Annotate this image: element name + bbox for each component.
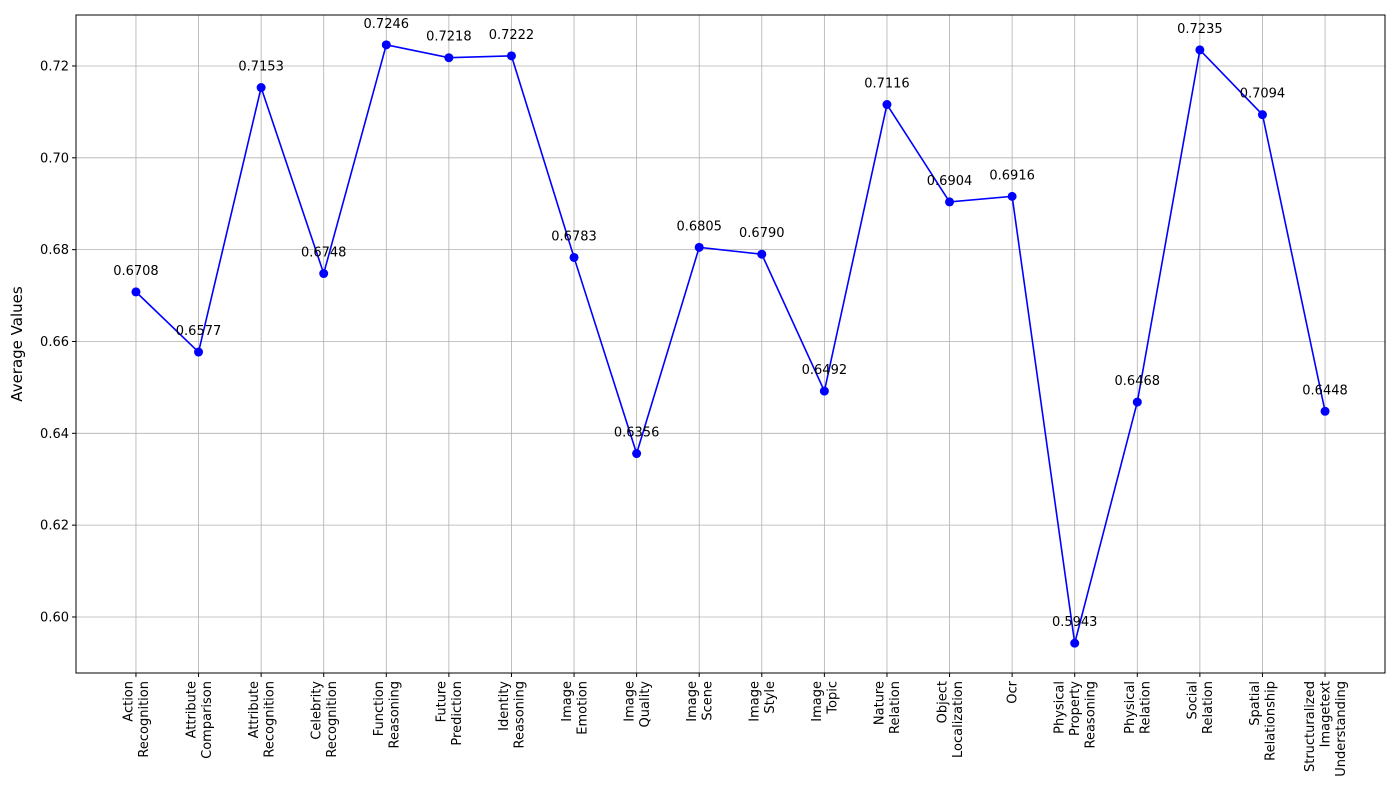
x-tick-label: AttributeRecognition xyxy=(247,681,278,758)
y-tick-label: 0.62 xyxy=(40,519,69,534)
line xyxy=(135,43,1326,644)
x-tick-label: ObjectLocalization xyxy=(935,681,966,758)
marker xyxy=(757,249,767,259)
y-tick-label: 0.66 xyxy=(40,335,69,350)
x-tick-label: StructuralizedImagetextUnderstanding xyxy=(1303,681,1349,777)
value-label: 0.7218 xyxy=(426,30,472,45)
y-tick-label: 0.72 xyxy=(40,59,69,74)
value-label: 0.7246 xyxy=(364,17,410,32)
plot-frame xyxy=(75,14,1386,674)
x-tick-label: FunctionReasoning xyxy=(372,681,403,748)
x-tick-label: ActionRecognition xyxy=(122,681,153,758)
marker xyxy=(194,347,204,357)
value-label: 0.7094 xyxy=(1240,87,1286,102)
marker xyxy=(319,269,329,279)
marker xyxy=(256,83,266,93)
x-tick-label: ImageStyle xyxy=(748,681,779,722)
value-label: 0.6783 xyxy=(551,229,597,244)
value-label: 0.6904 xyxy=(927,174,973,189)
value-label: 0.6448 xyxy=(1302,383,1348,398)
marker xyxy=(569,252,579,262)
marker xyxy=(1007,191,1017,201)
value-label: 0.7116 xyxy=(864,77,910,92)
y-tick-label: 0.70 xyxy=(40,151,69,166)
y-tick-label: 0.60 xyxy=(40,610,69,625)
x-tick-label: NatureRelation xyxy=(873,681,904,734)
x-tick-label: SocialRelation xyxy=(1186,681,1217,734)
marker xyxy=(632,449,642,459)
x-tick-label: AttributeComparison xyxy=(184,681,215,759)
y-tick-label: 0.68 xyxy=(40,243,69,258)
marker xyxy=(381,40,391,50)
value-label: 0.6492 xyxy=(802,363,848,378)
marker xyxy=(1320,406,1330,416)
x-tick-label: SpatialRelationship xyxy=(1248,681,1279,761)
marker xyxy=(444,53,454,63)
marker xyxy=(694,242,704,252)
x-tick-label: PhysicalPropertyReasoning xyxy=(1053,681,1099,749)
x-tick-label: FuturePrediction xyxy=(435,681,466,746)
x-tick-label: PhysicalRelation xyxy=(1123,681,1154,734)
value-label: 0.6748 xyxy=(301,246,347,261)
x-tick-label: Ocr xyxy=(1006,680,1021,703)
value-label: 0.7235 xyxy=(1177,22,1223,37)
value-label: 0.6468 xyxy=(1115,374,1161,389)
value-label: 0.6790 xyxy=(739,226,785,241)
value-label: 0.6577 xyxy=(176,324,222,339)
value-label: 0.5943 xyxy=(1052,615,1098,630)
marker xyxy=(1132,397,1142,407)
marker xyxy=(1195,45,1205,55)
x-tick-label: IdentityReasoning xyxy=(497,681,528,749)
x-tick-label: ImageQuality xyxy=(622,681,653,728)
value-label: 0.7153 xyxy=(238,60,284,75)
marker xyxy=(1070,638,1080,648)
value-label: 0.6708 xyxy=(113,264,159,279)
x-tick-label: CelebrityRecognition xyxy=(309,681,340,758)
marker xyxy=(131,287,141,297)
x-tick-label: ImageScene xyxy=(685,681,716,722)
marker xyxy=(1257,110,1267,120)
y-axis-label: Average Values xyxy=(8,286,26,402)
marker xyxy=(506,51,516,61)
value-label: 0.6356 xyxy=(614,426,660,441)
value-label: 0.6805 xyxy=(676,219,722,234)
marker xyxy=(819,386,829,396)
marker xyxy=(882,100,892,110)
x-tick-label: ImageTopic xyxy=(810,681,841,722)
marker xyxy=(945,197,955,207)
value-label: 0.7222 xyxy=(489,28,535,43)
x-tick-label: ImageEmotion xyxy=(560,681,591,735)
value-label: 0.6916 xyxy=(989,168,1035,183)
y-tick-label: 0.64 xyxy=(40,427,69,442)
